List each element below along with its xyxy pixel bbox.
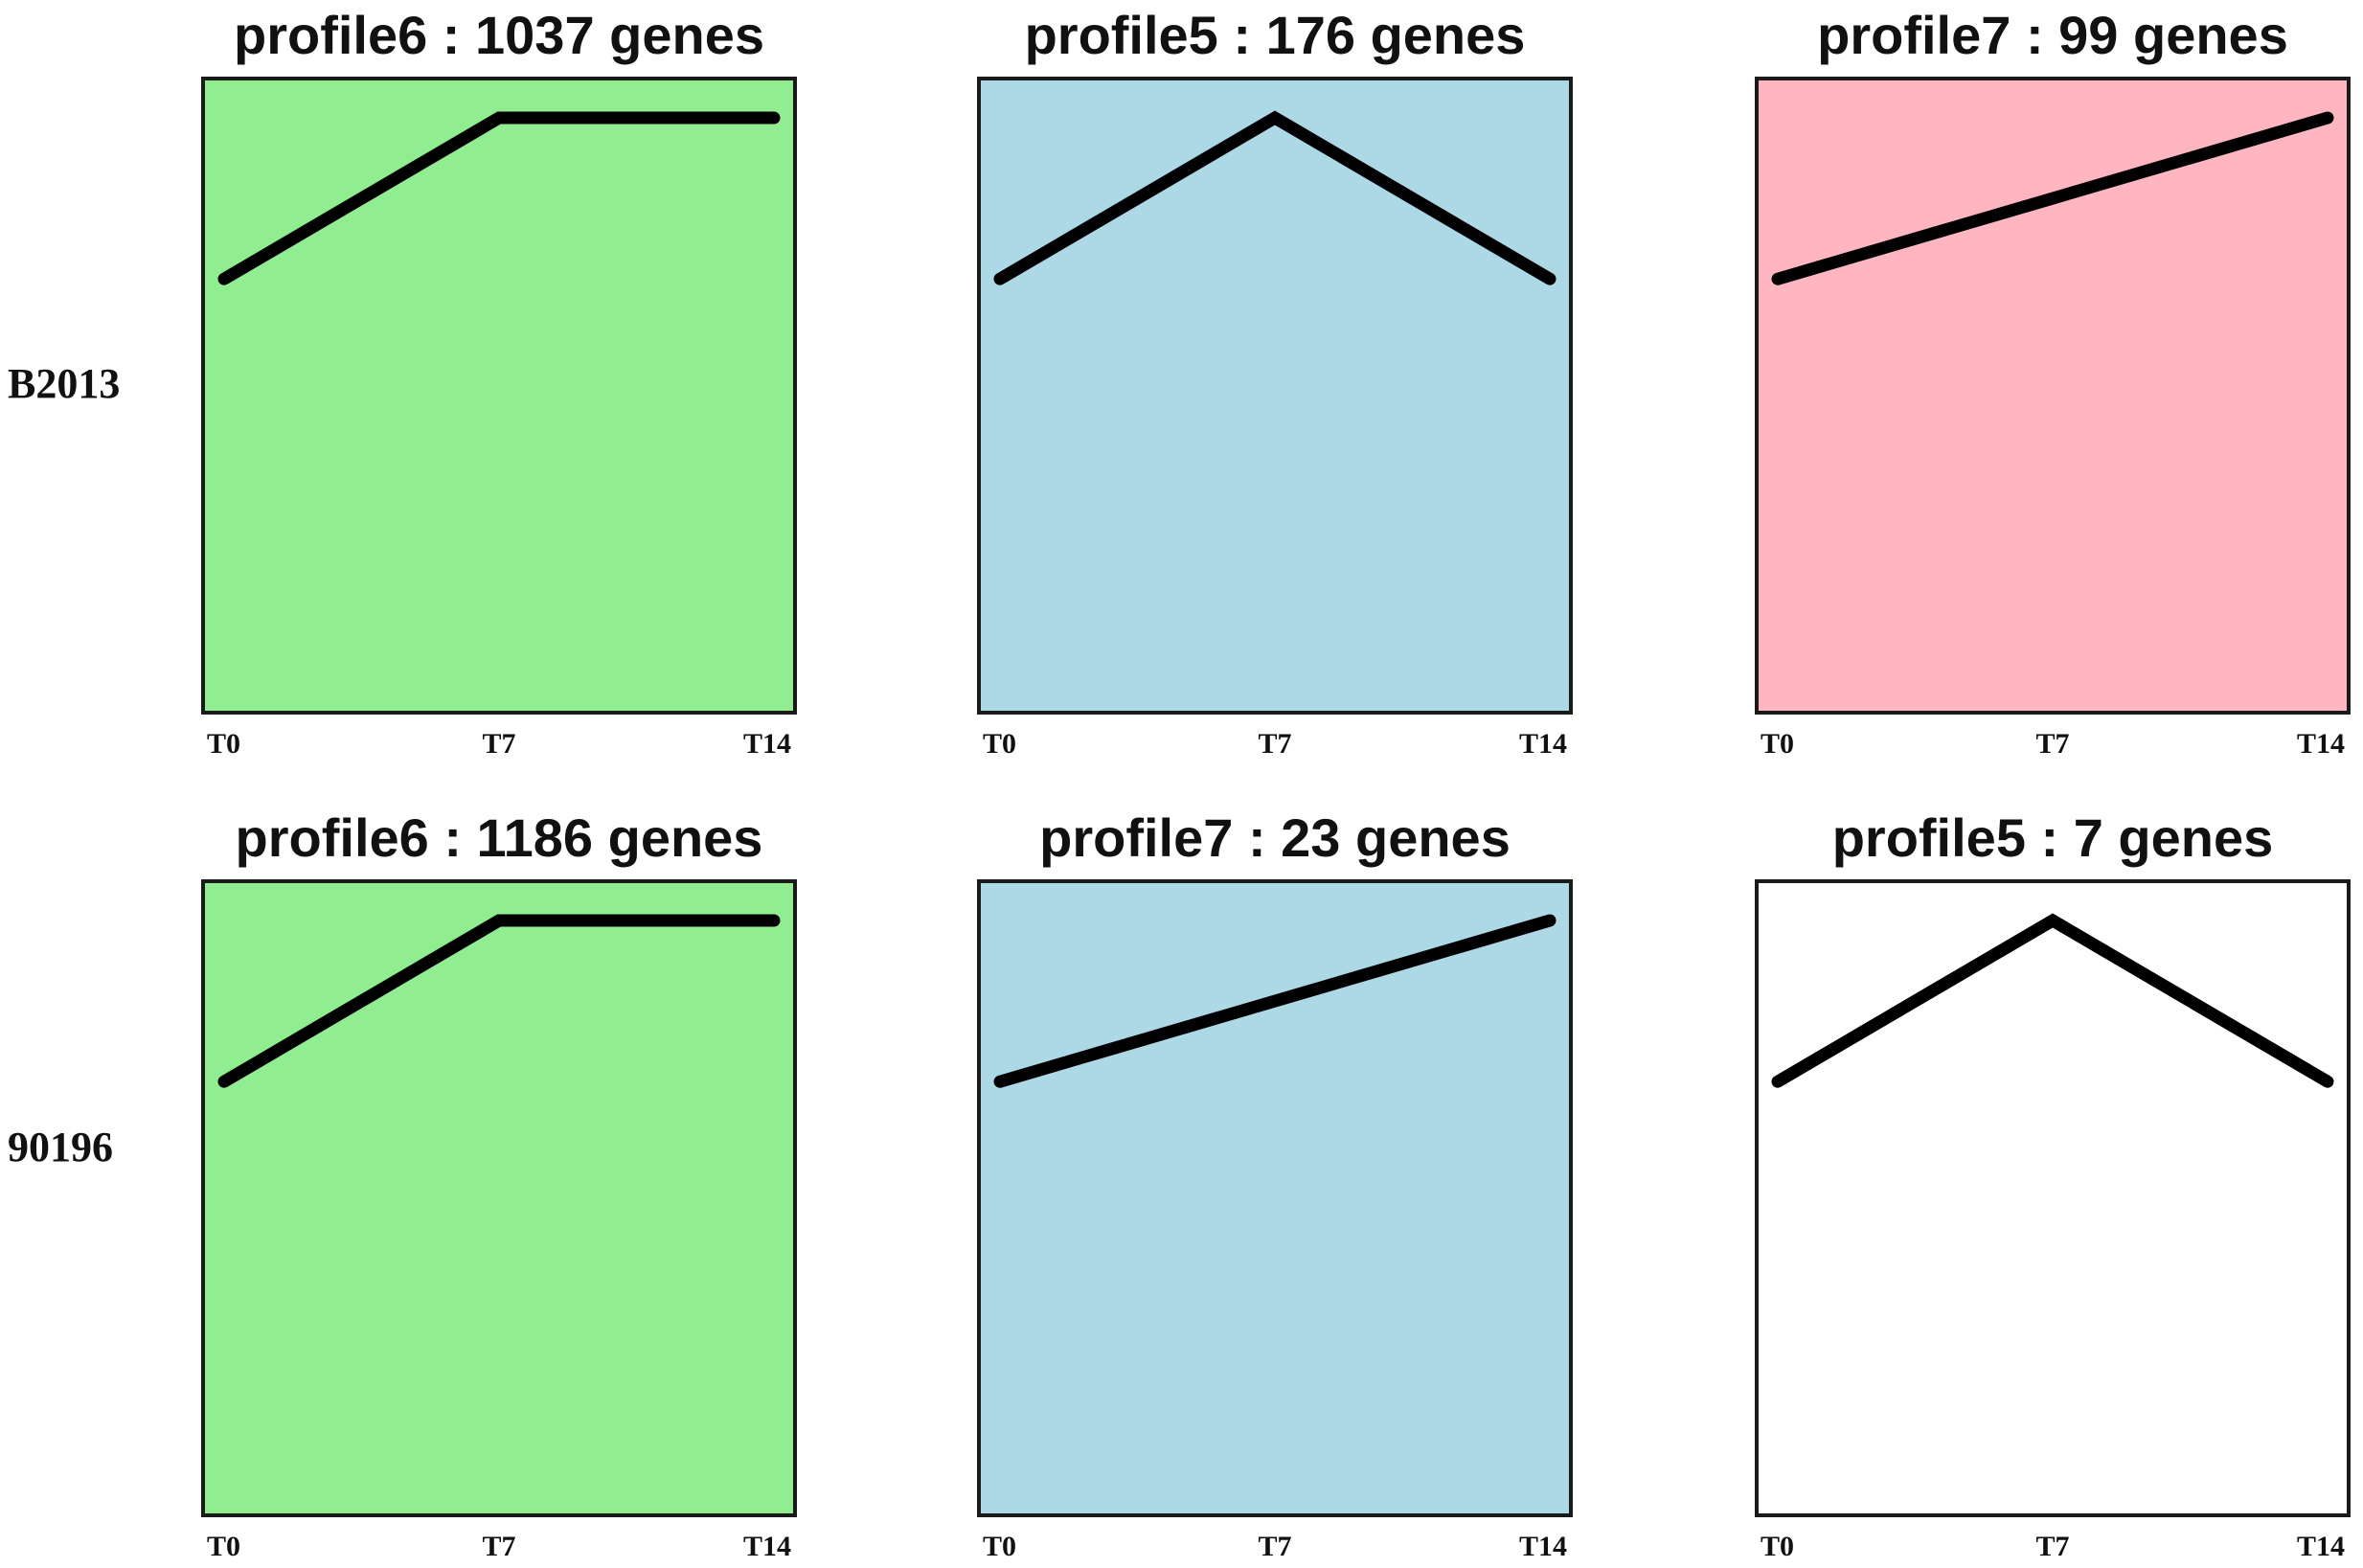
tick-label-t7: T7 — [482, 1531, 515, 1562]
tick-label-t0: T0 — [1761, 728, 1794, 760]
panel-title: profile6 : 1186 genes — [236, 807, 763, 868]
tick-label-t0: T0 — [207, 1531, 240, 1562]
profile-line — [1771, 913, 2334, 1088]
panel-background — [977, 77, 1573, 715]
row-labels: B2013 90196 — [8, 360, 120, 1170]
panel-profile7-row2: profile7 : 23 genes T0 T7 T14 — [977, 807, 1573, 1562]
panel-title: profile7 : 99 genes — [1817, 5, 2288, 65]
panel-title: profile5 : 176 genes — [1025, 5, 1526, 65]
tick-label-t7: T7 — [482, 728, 515, 760]
profile-line — [217, 914, 781, 1088]
profile-line — [993, 914, 1556, 1088]
panel-profile6-row2: profile6 : 1186 genes T0 T7 T14 — [201, 807, 797, 1562]
panel-title: profile7 : 23 genes — [1039, 807, 1511, 868]
row-label-90196: 90196 — [8, 1124, 113, 1170]
tick-label-t14: T14 — [1519, 728, 1567, 760]
panel-profile7-row1: profile7 : 99 genes T0 T7 T14 — [1755, 5, 2351, 760]
panel-background — [1755, 879, 2351, 1517]
tick-label-t0: T0 — [983, 728, 1016, 760]
tick-label-t7: T7 — [2035, 1531, 2069, 1562]
tick-label-t14: T14 — [2297, 1531, 2345, 1562]
tick-label-t0: T0 — [983, 1531, 1016, 1562]
panel-background — [1755, 77, 2351, 715]
profile-line — [217, 111, 781, 285]
profile-line — [1771, 111, 2334, 285]
tick-label-t14: T14 — [2297, 728, 2345, 760]
tick-label-t0: T0 — [1761, 1531, 1794, 1562]
panel-title: profile6 : 1037 genes — [234, 5, 764, 65]
panel-background — [977, 879, 1573, 1517]
panel-title: profile5 : 7 genes — [1832, 807, 2274, 868]
tick-label-t7: T7 — [2035, 728, 2069, 760]
tick-label-t7: T7 — [1258, 728, 1291, 760]
panel-profile5-row2: profile5 : 7 genes T0 T7 T14 — [1755, 807, 2351, 1562]
tick-label-t14: T14 — [743, 1531, 791, 1562]
tick-label-t14: T14 — [1519, 1531, 1567, 1562]
profile-line — [993, 110, 1556, 285]
panel-profile6-row1: profile6 : 1037 genes T0 T7 T14 — [201, 5, 797, 760]
tick-label-t0: T0 — [207, 728, 240, 760]
panel-profile5-row1: profile5 : 176 genes T0 T7 T14 — [977, 5, 1573, 760]
row-label-b2013: B2013 — [8, 360, 120, 407]
panel-background — [201, 879, 797, 1517]
tick-label-t7: T7 — [1258, 1531, 1291, 1562]
tick-label-t14: T14 — [743, 728, 791, 760]
panel-background — [201, 77, 797, 715]
